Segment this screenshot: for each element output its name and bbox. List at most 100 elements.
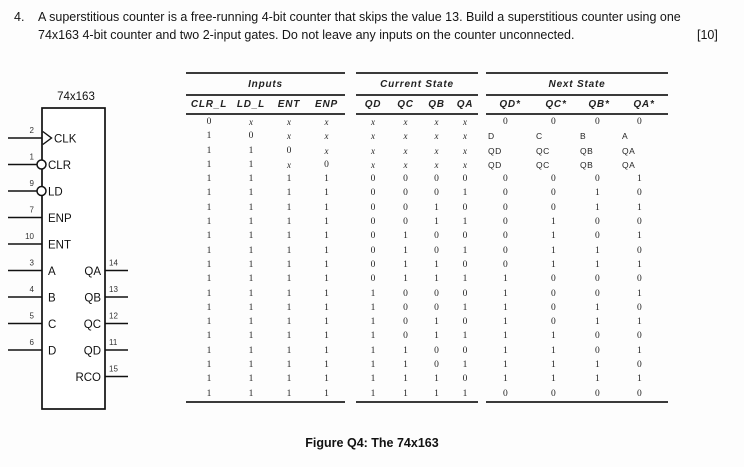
table-cell: 0 [595,117,600,127]
table-row: 1 1 1 1 1 0 0 1 1 0 1 0 [186,301,668,315]
table-cell: 0 [637,117,642,127]
pin-c: 5 C [8,312,56,331]
column-header: QA* [620,96,668,115]
table-cell: 1 [286,317,292,328]
table-cell: 0 [503,188,508,199]
pin-number: 3 [30,259,35,268]
pin-label: CLR [48,160,71,172]
pin-number: 11 [109,338,118,347]
table-cell: 0 [637,274,642,285]
table-cell: 0 [503,259,508,270]
table-cell: 1 [248,145,254,156]
table-cell: 1 [206,131,212,142]
table-cell: 1 [434,274,439,285]
table-cell: 1 [503,331,508,342]
table-cell: x [371,159,375,170]
table-cell: 1 [324,217,329,228]
table-cell: 1 [206,302,212,313]
table-cell: 0 [403,288,408,299]
table-cell: 0 [462,317,468,328]
table-cell: 1 [434,202,439,213]
table-row: 1 1 0 x x x x x QD QC QB QA [186,144,668,158]
table-cell: 1 [324,317,329,328]
table-cell: 0 [462,231,468,242]
table-cell: 1 [595,360,600,371]
inversion-bubble-icon [36,159,47,170]
table-cell: 1 [324,374,329,385]
table-cell: 1 [324,259,329,270]
question-text: A superstitious counter is a free-runnin… [38,8,708,44]
table-cell: 0 [370,259,376,270]
table-cell: B [580,131,587,142]
table-cell: 1 [370,317,376,328]
table-cell: 1 [206,231,212,242]
pin-number: 13 [109,285,118,294]
table-cell: 1 [206,159,212,170]
table-cell: 1 [286,188,292,199]
table-cell: 1 [356,387,390,403]
table-cell: 1 [248,345,254,356]
table-cell: x [463,159,467,170]
table-row: 0 x x x x x x x 0 0 0 0 [186,115,668,129]
table-cell: 1 [637,202,642,213]
table-cell: 1 [637,345,642,356]
table-cell: 1 [503,302,508,313]
table-cell: 0 [462,345,468,356]
table-cell: 1 [370,345,376,356]
pin-qb: 13 QB [84,285,128,305]
table-cell: 1 [637,374,642,385]
table-cell: 0 [403,331,408,342]
table-cell: 1 [503,274,508,285]
pin-qd: 11 QD [84,338,128,358]
table-cell: 0 [462,288,468,299]
table-cell: 0 [637,331,642,342]
table-cell: 0 [403,302,408,313]
table-cell: 0 [324,159,329,170]
table-cell: 0 [434,174,439,185]
table-cell: 0 [503,117,508,127]
table-cell: 1 [286,302,292,313]
pin-a: 3 A [8,259,56,278]
table-cell: 0 [503,231,508,242]
inversion-bubble-icon [36,185,47,197]
table-cell: x [249,117,253,127]
table-cell: 1 [186,387,232,403]
table-cell: 1 [595,259,600,270]
table-cell: 0 [637,245,642,256]
table-cell: 1 [248,259,254,270]
table-cell: 1 [637,288,642,299]
table-cell: 1 [595,188,600,199]
pin-label: C [48,319,56,331]
table-cell: x [324,117,329,127]
table-cell: 1 [324,274,329,285]
table-cell: 1 [286,331,292,342]
table-cell: 1 [551,360,556,371]
pin-label: D [48,346,56,358]
pin-number: 5 [30,312,35,321]
table-cell: 1 [248,317,254,328]
table-cell: 1 [324,174,329,185]
table-cell: 1 [390,387,421,403]
table-cell: x [463,145,467,156]
table-cell: x [324,145,329,156]
table-cell: 1 [434,331,439,342]
table-cell: x [463,131,467,142]
table-cell: 0 [551,202,556,213]
pin-number: 1 [30,153,35,162]
table-cell: 0 [551,317,556,328]
table-cell: 1 [286,274,292,285]
pin-label: B [48,293,56,305]
table-cell: 1 [286,360,292,371]
table-cell: 1 [637,317,642,328]
pin-rco: 15 RCO [75,365,128,384]
table-cell: 0 [637,302,642,313]
table-cell: 0 [370,274,376,285]
table-cell: C [536,131,543,142]
pin-label: QD [84,346,101,358]
table-cell: x [287,131,291,142]
table-cell: 1 [370,374,376,385]
table-cell: 1 [248,188,254,199]
table-cell: 1 [421,387,452,403]
table-cell: 0 [403,174,408,185]
